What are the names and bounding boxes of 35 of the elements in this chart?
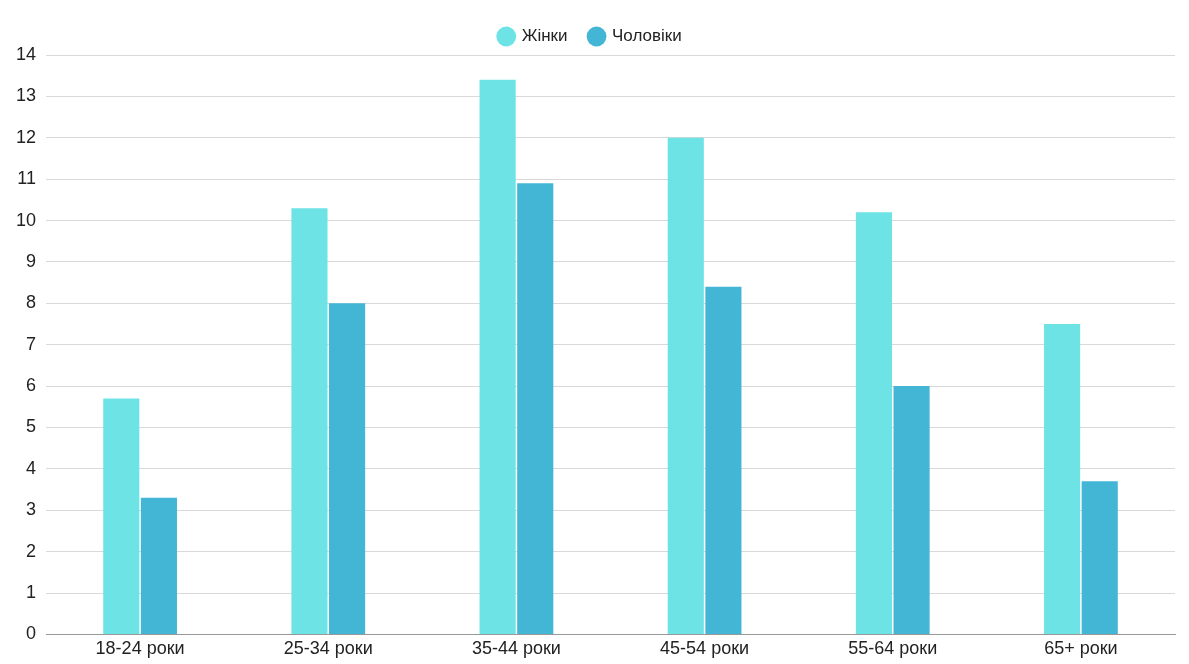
y-tick-label: 5 [26,416,37,437]
bar [667,137,704,634]
bar [893,386,930,634]
bar [479,79,516,634]
y-tick-label: 1 [26,581,37,602]
y-tick-label: 2 [26,540,37,561]
x-tick-label: 65+ роки [1044,638,1118,659]
y-tick-label: 6 [26,375,37,396]
bar [1081,481,1118,634]
x-tick-label: 35-44 роки [471,638,561,659]
x-tick-label: 18-24 роки [95,638,185,659]
y-tick-label: 10 [15,209,37,230]
y-tick-label: 14 [15,43,37,64]
y-tick-label: 4 [26,457,37,478]
y-tick-label: 11 [17,168,37,189]
y-tick-label: 3 [26,499,37,520]
legend-label: Чоловіки [612,26,682,46]
bar [705,286,742,634]
bar [517,183,554,634]
y-tick-label: 9 [26,250,37,271]
y-tick-label: 8 [26,292,37,313]
bar [855,212,892,634]
legend-label: Жінки [521,26,568,46]
y-tick-label: 0 [26,623,37,644]
bar [291,208,328,634]
bar [103,398,140,634]
bar [1044,324,1081,634]
x-tick-label: 55-64 роки [848,638,938,659]
y-tick-label: 7 [26,333,37,354]
bar [329,303,366,634]
bar [140,497,177,634]
y-tick-label: 13 [15,85,37,106]
y-tick-label: 12 [15,126,37,147]
x-tick-label: 25-34 роки [283,638,373,659]
x-tick-label: 45-54 роки [660,638,750,659]
